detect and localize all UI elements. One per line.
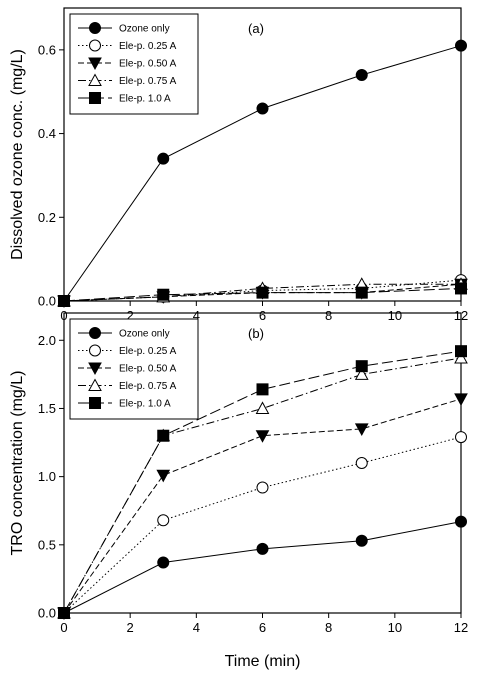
data-point xyxy=(454,350,468,364)
series-line xyxy=(63,521,462,614)
y-tick-label: 1.0 xyxy=(38,469,56,484)
y-tick-label: 2.0 xyxy=(38,333,56,348)
legend-marker xyxy=(89,397,101,409)
data-point xyxy=(157,152,170,165)
data-point xyxy=(454,393,468,406)
series-line xyxy=(63,398,462,614)
data-point xyxy=(256,542,269,555)
x-tick-label: 2 xyxy=(127,308,134,323)
series-1 xyxy=(58,515,467,619)
legend-marker xyxy=(88,73,102,86)
legend-marker xyxy=(89,39,101,52)
y-tick-label: 0.6 xyxy=(38,42,56,57)
data-point xyxy=(255,430,270,443)
y-tick-label: 0.0 xyxy=(38,606,56,621)
legend-label: Ele-p. 1.0 A xyxy=(119,94,171,105)
legend: Ozone only Ele-p. 0.25 A Ele-p. 0.50 A Ele-… xyxy=(69,13,199,115)
legend-label: Ele-p. 0.75 A xyxy=(119,76,177,87)
x-tick-label: 0 xyxy=(60,620,67,635)
data-point xyxy=(157,556,170,569)
legend-label: Ele-p. 0.25 A xyxy=(119,346,177,357)
data-point xyxy=(256,102,269,115)
y-tick-label: 0.0 xyxy=(38,294,56,309)
data-point xyxy=(355,534,368,547)
y-axis-title: Dissolved ozone conc. (mg/L) xyxy=(9,49,26,260)
x-tick-label: 10 xyxy=(388,620,402,635)
legend-label: Ele-p. 0.75 A xyxy=(119,381,177,392)
data-point xyxy=(157,429,170,442)
legend: Ozone only Ele-p. 0.25 A Ele-p. 0.50 A Ele-… xyxy=(69,318,199,420)
data-point xyxy=(354,367,369,380)
series-line xyxy=(63,350,462,614)
x-tick-label: 4 xyxy=(193,308,200,323)
x-tick-label: 8 xyxy=(325,620,332,635)
data-point xyxy=(156,469,171,483)
series-5 xyxy=(58,345,467,619)
y-tick-label: 0.5 xyxy=(38,537,56,552)
y-axis-title: TRO concentration (mg/L) xyxy=(9,371,26,556)
legend-marker xyxy=(89,327,101,339)
legend-label: Ele-p. 0.50 A xyxy=(119,364,177,375)
legend-marker xyxy=(89,344,101,357)
x-tick-label: 6 xyxy=(259,620,266,635)
legend-marker xyxy=(89,92,101,104)
legend-label: Ele-p. 0.25 A xyxy=(119,41,177,52)
series-2 xyxy=(58,431,467,619)
x-tick-label: 6 xyxy=(259,308,266,323)
panel-label: (a) xyxy=(248,21,264,36)
x-tick-label: 2 xyxy=(127,620,134,635)
chart-panel-b: 0 2 4 6 8 10 12 0.0 0.5 1.0 1.5 2.0 TRO concentratio… xyxy=(9,312,468,670)
data-point xyxy=(455,431,467,444)
data-point xyxy=(157,288,170,301)
legend-marker xyxy=(88,378,102,391)
legend-marker xyxy=(89,22,101,34)
legend-label: Ele-p. 1.0 A xyxy=(119,399,171,410)
data-point xyxy=(355,360,368,373)
y-tick-label: 0.2 xyxy=(38,210,56,225)
data-point xyxy=(256,383,269,396)
y-tick-label: 1.5 xyxy=(38,401,56,416)
legend-marker xyxy=(88,362,102,376)
data-point xyxy=(455,39,467,52)
data-point xyxy=(157,514,170,527)
x-tick-label: 12 xyxy=(454,620,468,635)
data-point xyxy=(255,401,270,414)
legend-label: Ozone only xyxy=(119,24,170,35)
x-tick-label: 8 xyxy=(325,308,332,323)
x-axis-title: Time (min) xyxy=(225,653,301,670)
data-point xyxy=(58,295,70,307)
data-point xyxy=(256,481,269,494)
series-line xyxy=(63,436,462,614)
data-point xyxy=(455,282,467,295)
data-point xyxy=(256,286,269,299)
legend-label: Ele-p. 0.50 A xyxy=(119,59,177,70)
data-point xyxy=(354,423,369,436)
data-point xyxy=(355,286,368,299)
data-point xyxy=(58,607,70,619)
data-point xyxy=(455,515,467,528)
y-tick-label: 0.4 xyxy=(38,126,56,141)
legend-label: Ozone only xyxy=(119,329,170,340)
series-5 xyxy=(58,282,467,307)
data-point xyxy=(355,68,368,81)
data-point xyxy=(355,457,368,469)
x-tick-label: 10 xyxy=(388,308,402,323)
series-line xyxy=(63,283,461,302)
legend-marker xyxy=(88,57,102,71)
panel-label: (b) xyxy=(248,326,264,341)
data-point xyxy=(455,345,467,358)
x-tick-label: 4 xyxy=(193,620,200,635)
